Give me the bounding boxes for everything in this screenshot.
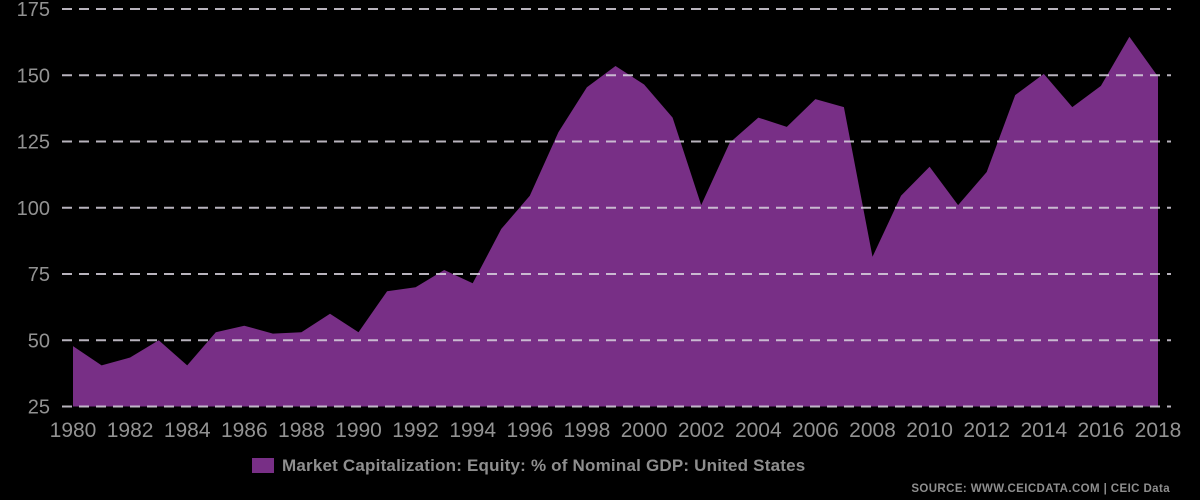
x-tick-label-1984: 1984 [164,419,211,442]
area-series [73,36,1158,407]
x-tick-label-1996: 1996 [506,419,553,442]
x-tick-label-2000: 2000 [621,419,668,442]
x-tick-label-2002: 2002 [678,419,725,442]
legend-swatch [252,458,274,473]
legend: Market Capitalization: Equity: % of Nomi… [252,455,806,475]
x-tick-label-2010: 2010 [906,419,953,442]
x-tick-label-1986: 1986 [221,419,268,442]
x-tick-label-2014: 2014 [1020,419,1067,442]
y-tick-label-50: 50 [28,330,50,352]
y-tick-label-25: 25 [28,397,50,419]
x-tick-label-2012: 2012 [963,419,1010,442]
x-tick-label-1980: 1980 [50,419,97,442]
y-tick-label-125: 125 [17,132,50,154]
y-tick-label-175: 175 [17,0,50,21]
y-tick-label-100: 100 [17,198,50,220]
x-tick-label-1982: 1982 [107,419,154,442]
source-attribution: SOURCE: WWW.CEICDATA.COM | CEIC Data [911,483,1170,495]
x-tick-label-1990: 1990 [335,419,382,442]
x-tick-label-2018: 2018 [1135,419,1182,442]
x-tick-label-2016: 2016 [1078,419,1125,442]
y-tick-label-75: 75 [28,264,50,286]
x-tick-label-2004: 2004 [735,419,782,442]
x-tick-label-1988: 1988 [278,419,325,442]
legend-label: Market Capitalization: Equity: % of Nomi… [282,455,806,475]
y-tick-label-150: 150 [17,65,50,87]
x-tick-label-1998: 1998 [564,419,611,442]
x-tick-label-1994: 1994 [449,419,496,442]
x-tick-label-2008: 2008 [849,419,896,442]
x-tick-label-2006: 2006 [792,419,839,442]
x-tick-label-1992: 1992 [392,419,439,442]
